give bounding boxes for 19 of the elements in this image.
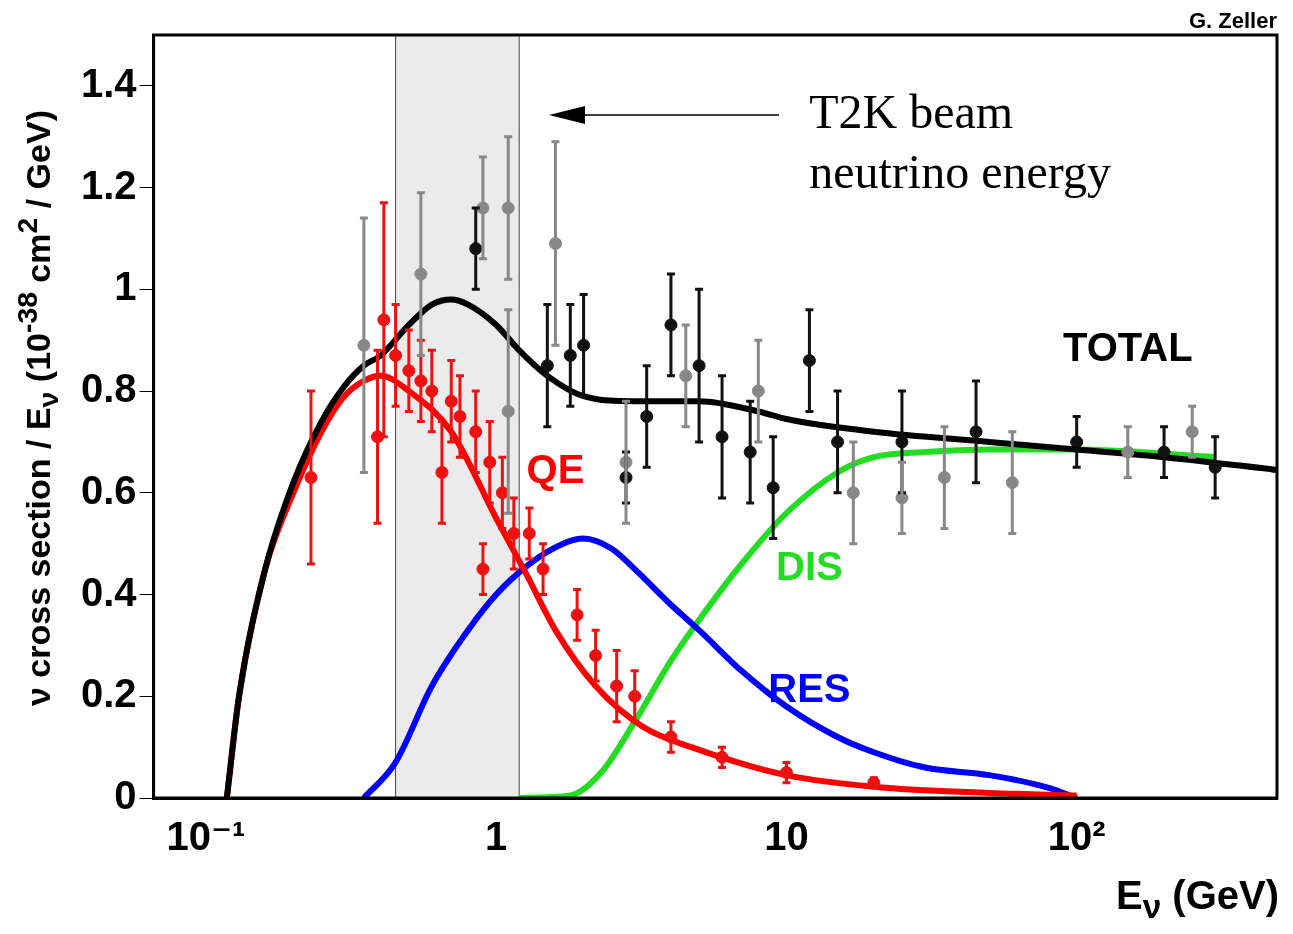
series-label: TOTAL: [1062, 325, 1193, 370]
y-tick-label: 0.8: [81, 366, 137, 411]
x-tick-label: 1: [485, 814, 508, 859]
x-axis-title: E$_{ν}$ (GeV): [1115, 873, 1279, 926]
y-tick-label: 1.2: [81, 162, 137, 207]
y-tick-label: 0: [114, 773, 137, 818]
x-tick-label: 10²: [1047, 814, 1106, 859]
y-tick-label: 0.4: [81, 569, 138, 614]
y-tick-label: 1: [114, 264, 137, 309]
x-tick-label: 10⁻¹: [166, 814, 246, 859]
text: G. Zeller: [1188, 8, 1278, 34]
x-tick-label: 10: [764, 814, 809, 859]
annotation: T2K beam neutrino energy: [809, 84, 1111, 198]
series-label: DIS: [776, 544, 843, 589]
series-label: QE: [526, 447, 585, 492]
y-tick-label: 0.6: [81, 467, 137, 512]
y-tick-label: 0.2: [81, 671, 137, 716]
series-label: RES: [768, 666, 851, 711]
y-tick-label: 1.4: [81, 60, 138, 105]
